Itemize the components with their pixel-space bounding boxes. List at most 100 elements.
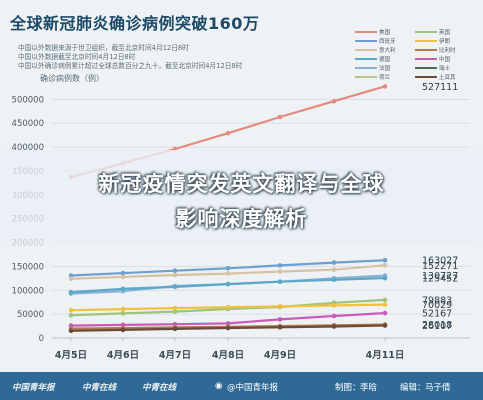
end-value-label: 527111 <box>422 82 458 93</box>
legend-swatch <box>355 76 377 78</box>
legend-item: 德国 <box>355 55 415 63</box>
data-point <box>382 310 388 316</box>
legend-item: 荷兰 <box>355 73 415 81</box>
x-tick-label: 4月6日 <box>107 350 139 361</box>
data-point <box>331 313 337 319</box>
data-point <box>172 309 178 314</box>
data-point <box>331 98 337 104</box>
editor-label: 编辑： <box>400 383 426 393</box>
weibo-icon: ◉ <box>215 381 223 391</box>
data-point <box>68 312 74 318</box>
legend-label: 意大利 <box>379 48 396 54</box>
legend-label: 比利时 <box>439 48 456 54</box>
legend-label: 荷兰 <box>379 75 391 81</box>
legend-item: 英国 <box>415 28 475 36</box>
editor-name: 马子倩 <box>425 383 451 393</box>
legend-swatch <box>415 31 437 33</box>
data-point <box>331 324 337 329</box>
data-point <box>382 297 388 303</box>
end-value-label: 163027 <box>422 256 458 267</box>
data-point <box>382 84 388 89</box>
y-axis-unit-label: 确诊病例数（例） <box>40 74 104 83</box>
producer-label: 制图： <box>335 383 361 393</box>
data-point <box>225 266 231 271</box>
data-point <box>68 273 74 278</box>
y-tick-label: 50000 <box>17 310 44 320</box>
data-point <box>68 289 74 295</box>
data-point <box>172 284 178 290</box>
producer-name: 李晗 <box>360 383 378 393</box>
youth-logo: 中青在线 <box>82 383 117 393</box>
legend-item: 土耳其 <box>415 73 475 81</box>
legend-label: 中国 <box>439 57 451 63</box>
data-point <box>331 260 337 265</box>
x-tick-label: 4月8日 <box>212 350 244 361</box>
data-point <box>331 277 337 283</box>
y-tick-label: 500000 <box>12 95 44 105</box>
legend-swatch <box>355 40 377 42</box>
end-value-label: 125452 <box>422 274 458 285</box>
legend-item: 比利时 <box>415 46 475 54</box>
legend-label: 伊朗 <box>439 39 451 45</box>
legend-item: 伊朗 <box>415 37 475 45</box>
y-tick-label: 450000 <box>12 119 44 129</box>
data-point <box>277 114 283 120</box>
end-value-label: 26107 <box>422 321 452 332</box>
data-point <box>225 271 231 276</box>
note-3: 中国以外确诊病例累计超过全球总数百分之九十，截至北京时间4月12日8时 <box>18 62 243 70</box>
data-point <box>331 303 337 308</box>
legend-item: 意大利 <box>355 46 415 54</box>
legend-swatch <box>355 58 377 60</box>
legend-label: 西班牙 <box>379 39 396 45</box>
legend-label: 美国 <box>379 30 391 36</box>
data-point <box>68 307 74 313</box>
data-point <box>277 279 283 285</box>
note-2: 中国以外数据截至北京时间4月12日8时 <box>18 53 136 61</box>
data-point <box>382 257 388 263</box>
legend-swatch <box>355 31 377 33</box>
end-value-label: 152271 <box>422 261 458 272</box>
data-point <box>382 263 388 268</box>
cyd-logo: 中国青年报 <box>12 383 55 393</box>
legend-label: 法国 <box>379 66 391 72</box>
data-point <box>120 274 126 280</box>
y-tick-label: 150000 <box>12 262 44 272</box>
data-point <box>120 286 126 292</box>
data-point <box>172 272 178 278</box>
data-point <box>277 263 283 268</box>
x-tick-label: 4月11日 <box>366 350 405 361</box>
legend-label: 土耳其 <box>439 75 456 81</box>
legend-item: 中国 <box>415 55 475 63</box>
zqzx-logo: 中青在线 <box>142 383 177 393</box>
legend-swatch <box>355 67 377 69</box>
legend-item: 瑞士 <box>415 64 475 72</box>
end-value-label: 52167 <box>422 309 452 320</box>
data-point <box>120 327 126 333</box>
data-point <box>382 323 388 328</box>
data-point <box>331 267 337 273</box>
legend-item: 美国 <box>355 28 415 36</box>
chart-title: 全球新冠肺炎确诊病例突破160万 <box>10 14 260 33</box>
chart-legend: 美国 英国西班牙 伊朗意大利 比利时德国 中国法国 瑞士荷兰 土耳其 <box>355 28 475 81</box>
x-tick-label: 4月9日 <box>264 350 296 361</box>
data-point <box>277 325 283 330</box>
legend-item: 西班牙 <box>355 37 415 45</box>
y-tick-label: 400000 <box>12 143 44 153</box>
legend-swatch <box>415 58 437 60</box>
data-point <box>120 322 126 328</box>
x-tick-label: 4月5日 <box>55 350 87 361</box>
legend-swatch <box>415 67 437 69</box>
data-point <box>172 326 178 332</box>
footer-bar: 中国青年报 中青在线 中青在线 ◉ @中国青年报 制图： 李晗 编辑： 马子倩 <box>0 372 483 400</box>
data-point <box>120 270 126 276</box>
data-point <box>277 317 283 322</box>
data-point <box>277 269 283 274</box>
end-value-label: 79883 <box>422 295 452 306</box>
end-value-label: 130727 <box>422 271 458 282</box>
data-point <box>225 304 231 310</box>
note-1: 中国以外数据来源于世卫组织，截至北京时间4月12日8时 <box>18 44 189 52</box>
legend-label: 英国 <box>439 30 451 36</box>
data-point <box>382 302 388 307</box>
legend-item: 法国 <box>355 64 415 72</box>
